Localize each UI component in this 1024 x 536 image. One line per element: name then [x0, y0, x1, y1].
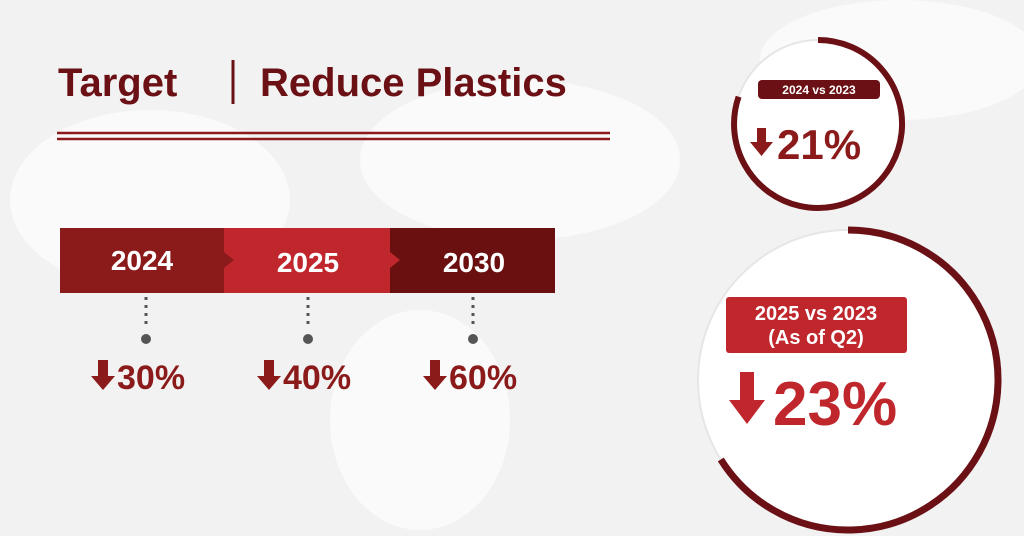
down-arrow	[750, 128, 773, 156]
ring-arc	[731, 37, 905, 211]
down-arrows	[91, 360, 447, 390]
year: 2030	[443, 247, 505, 278]
label-pill	[758, 80, 880, 99]
title-right: Reduce Plastics	[260, 61, 567, 105]
change: 21%	[777, 121, 861, 168]
title-left: Target	[58, 61, 177, 105]
timeline-box	[60, 228, 224, 293]
connector-dots	[141, 334, 478, 344]
ring-arc	[717, 226, 1002, 534]
chevron	[390, 252, 400, 268]
timeline-box	[224, 228, 390, 293]
target: 40%	[283, 359, 351, 397]
year: 2024	[111, 245, 174, 276]
target: 60%	[449, 359, 517, 397]
comparison-label: 2024 vs 2023	[782, 83, 856, 97]
year: 2025	[277, 247, 339, 278]
down-arrow	[729, 372, 765, 424]
change: 23%	[773, 370, 897, 439]
connectors	[144, 297, 475, 326]
comparison-label: 2025 vs 2023	[755, 303, 877, 325]
label-box	[726, 297, 907, 353]
comparison-note: (As of Q2)	[768, 327, 864, 349]
chevron	[224, 252, 234, 268]
timeline-box	[390, 228, 555, 293]
target: 30%	[117, 359, 185, 397]
